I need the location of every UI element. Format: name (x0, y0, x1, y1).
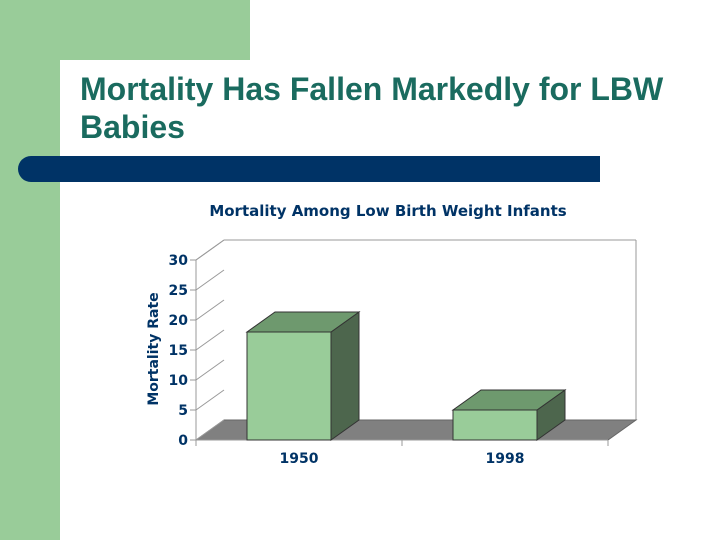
y-tick-label: 0 (178, 433, 188, 449)
left-accent-band (0, 0, 60, 540)
y-tick-wall-line (195, 419, 225, 441)
y-tick-wall-line (195, 389, 225, 411)
y-tick-wall-line (195, 359, 225, 381)
y-axis-label: Mortality Rate (146, 292, 162, 405)
y-tick-wall-line (195, 299, 225, 321)
y-tick-label: 20 (169, 313, 189, 329)
slide-title: Mortality Has Fallen Markedly for LBW Ba… (80, 71, 664, 145)
y-tick-label: 25 (169, 283, 188, 299)
y-tick-label: 15 (169, 343, 188, 359)
title-underline-bar (18, 156, 600, 182)
bar (246, 331, 332, 441)
y-tick-wall-line (195, 239, 225, 261)
chart-title: Mortality Among Low Birth Weight Infants (209, 202, 566, 220)
y-tick-label: 10 (169, 373, 189, 389)
y-tick-label: 30 (169, 253, 189, 269)
bar-side (330, 311, 360, 441)
y-tick-wall-line (195, 269, 225, 291)
y-tick-label: 5 (178, 403, 188, 419)
x-tick-label: 1998 (486, 451, 525, 467)
bar (452, 409, 538, 441)
x-tick-label: 1950 (280, 451, 319, 467)
top-accent-band (60, 0, 250, 60)
y-tick-wall-line (195, 329, 225, 351)
